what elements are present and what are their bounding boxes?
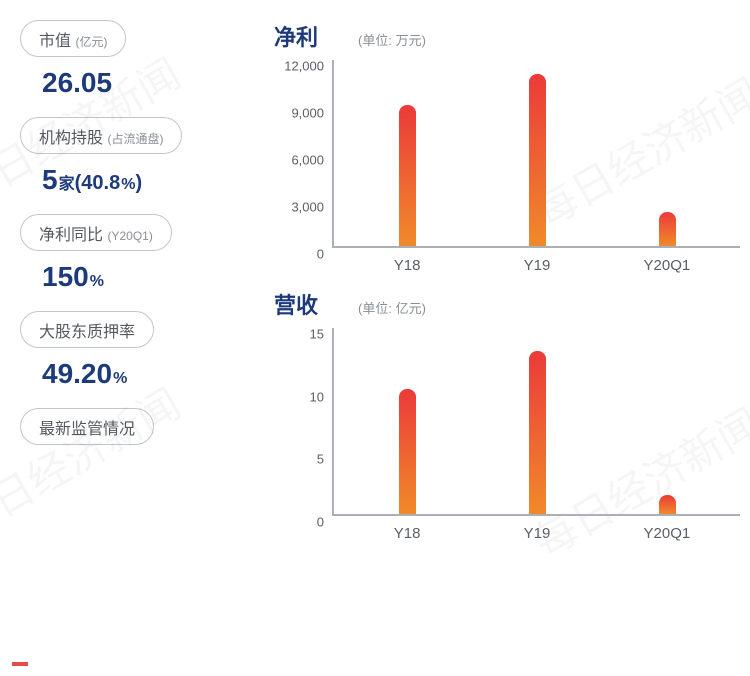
chart-profit: 净利 (单位: 万元) 03,0006,0009,00012,000 Y18Y1…	[270, 20, 740, 280]
accent-dash	[12, 662, 28, 666]
metric-number: 5	[42, 164, 58, 195]
y-tick-label: 9,000	[291, 106, 324, 121]
chart-title: 净利	[274, 20, 318, 52]
metric-value-marketcap: 26.05	[20, 67, 250, 99]
x-tick-label: Y20Q1	[644, 525, 691, 542]
metric-paren-val: 40.8	[81, 172, 120, 194]
metric-pill-marketcap: 市值 (亿元)	[20, 20, 126, 57]
left-metrics-column: 市值 (亿元) 26.05 机构持股 (占流通盘) 5家(40.8%) 净利同比…	[20, 20, 250, 666]
x-tick-label: Y20Q1	[644, 257, 691, 274]
y-tick-label: 5	[317, 452, 324, 467]
chart-header: 营收 (单位: 亿元)	[270, 288, 740, 320]
metric-value-insthold: 5家(40.8%)	[20, 164, 250, 196]
chart-header: 净利 (单位: 万元)	[270, 20, 740, 52]
pill-sub: (Y20Q1)	[107, 229, 152, 243]
metric-pill-pledge: 大股东质押率	[20, 311, 154, 348]
metric-paren: )	[135, 172, 142, 194]
y-tick-label: 3,000	[291, 200, 324, 215]
bar	[529, 74, 546, 246]
metric-unit: 家	[59, 176, 75, 193]
chart-area: 051015 Y18Y19Y20Q1	[270, 328, 740, 548]
x-tick-label: Y19	[524, 257, 551, 274]
x-tick-label: Y19	[524, 525, 551, 542]
metric-number: 49.20	[42, 358, 112, 389]
y-axis: 0 3,000 6,000 9,000 12,000	[270, 60, 332, 280]
pill-sub: (占流通盘)	[107, 132, 163, 146]
y-tick-label: 12,000	[284, 59, 324, 74]
pill-sub: (亿元)	[75, 35, 107, 49]
chart-title: 营收	[274, 288, 318, 320]
chart-unit-label: (单位: 万元)	[358, 30, 426, 49]
pill-label: 大股东质押率	[39, 324, 135, 341]
pill-label: 市值	[39, 33, 71, 50]
metric-number: 150	[42, 261, 89, 292]
pill-label: 机构持股	[39, 130, 103, 147]
bar	[399, 105, 416, 246]
y-axis: 0 5 10 15	[270, 328, 332, 548]
bar	[529, 351, 546, 514]
metric-value-profityoy: 150%	[20, 261, 250, 293]
chart-revenue: 营收 (单位: 亿元) 051015 Y18Y19Y20Q1	[270, 288, 740, 548]
x-tick-label: Y18	[394, 525, 421, 542]
bar	[659, 495, 676, 514]
y-tick-label: 15	[310, 327, 324, 342]
metric-value-pledge: 49.20%	[20, 358, 250, 390]
plot-area: Y18Y19Y20Q1	[332, 60, 740, 248]
pill-label: 净利同比	[39, 227, 103, 244]
y-tick-label: 6,000	[291, 153, 324, 168]
metric-unit: %	[90, 273, 104, 290]
chart-unit-label: (单位: 亿元)	[358, 298, 426, 317]
plot-area: Y18Y19Y20Q1	[332, 328, 740, 516]
right-charts-column: 净利 (单位: 万元) 03,0006,0009,00012,000 Y18Y1…	[250, 20, 740, 666]
metric-unit: %	[113, 370, 127, 387]
metric-pill-profityoy: 净利同比 (Y20Q1)	[20, 214, 172, 251]
x-tick-label: Y18	[394, 257, 421, 274]
y-tick-label: 0	[317, 515, 324, 530]
y-tick-label: 10	[310, 389, 324, 404]
metric-pill-regulate: 最新监管情况	[20, 408, 154, 445]
metric-pill-insthold: 机构持股 (占流通盘)	[20, 117, 182, 154]
chart-area: 03,0006,0009,00012,000 Y18Y19Y20Q1	[270, 60, 740, 280]
bar	[659, 212, 676, 246]
bar	[399, 389, 416, 514]
y-tick-label: 0	[317, 247, 324, 262]
metric-number: 26.05	[42, 67, 112, 98]
pill-label: 最新监管情况	[39, 421, 135, 438]
metric-unit: %	[121, 176, 135, 193]
